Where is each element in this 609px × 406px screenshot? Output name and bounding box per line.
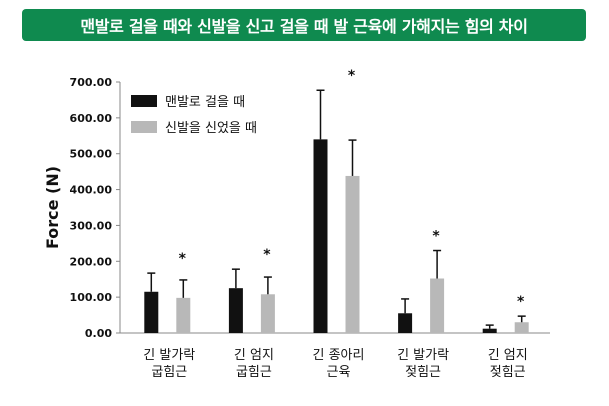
y-axis-label: Force (N): [43, 166, 62, 249]
legend-label: 맨발로 걸을 때: [165, 95, 245, 110]
category-label: 긴 발가락: [397, 348, 449, 363]
category-label: 근육: [327, 365, 351, 380]
bar-barefoot: [144, 291, 159, 333]
y-tick-label: 700.00: [70, 76, 113, 89]
category-label: 긴 종아리: [313, 348, 365, 363]
bar-shoes: [514, 322, 529, 333]
category-label: 굽힘근: [151, 365, 187, 380]
y-tick-labels: 0.00 100.00 200.00 300.00 400.00 500.00 600.00…: [70, 76, 113, 340]
y-tick-label: 300.00: [70, 219, 113, 232]
y-tick-label: 400.00: [70, 184, 113, 197]
significance-star: *: [179, 251, 187, 267]
bar-barefoot: [313, 139, 328, 333]
category-label: 긴 엄지: [488, 348, 528, 363]
legend-swatch: [131, 95, 157, 107]
chart-axes: [116, 81, 550, 334]
legend-label: 신발을 신었을 때: [165, 121, 257, 136]
bar-shoes: [176, 297, 191, 333]
category-label: 긴 엄지: [234, 348, 274, 363]
y-tick-label: 200.00: [70, 255, 113, 268]
bar-barefoot: [228, 288, 243, 333]
y-tick-label: 0.00: [85, 327, 112, 340]
significance-star: *: [263, 247, 271, 263]
bar-barefoot: [398, 313, 413, 333]
y-tick-label: 100.00: [70, 291, 113, 304]
significance-star: *: [432, 229, 440, 245]
significance-star: *: [517, 294, 525, 310]
bar-shoes: [345, 175, 360, 333]
y-tick-label: 500.00: [70, 148, 113, 161]
bar-series: * * * * *: [144, 68, 529, 333]
bar-shoes: [260, 294, 275, 333]
category-label: 긴 발가락: [143, 348, 195, 363]
category-label: 젖힘근: [490, 365, 526, 380]
chart-title-banner: 맨발로 걸을 때와 신발을 신고 걸을 때 발 근육에 가해지는 힘의 차이: [22, 9, 586, 41]
significance-star: *: [348, 68, 356, 84]
bar-shoes: [430, 278, 445, 333]
legend-swatch: [131, 121, 157, 133]
bar-barefoot: [482, 328, 497, 333]
category-label: 젖힘근: [405, 365, 441, 380]
category-label: 굽힘근: [236, 365, 272, 380]
y-tick-label: 600.00: [70, 112, 113, 125]
